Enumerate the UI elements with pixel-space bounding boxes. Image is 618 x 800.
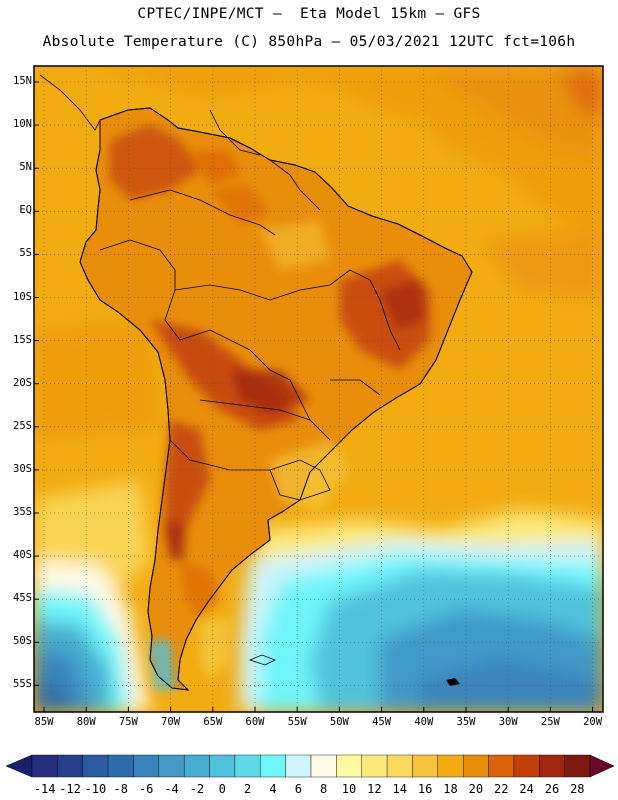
lat-label: 35S: [13, 506, 32, 518]
colorbar-tick-label: -12: [59, 782, 81, 796]
colorbar-tick-label: 12: [367, 782, 382, 796]
central-america-coast: [39, 74, 101, 131]
colorbar-swatch: [234, 754, 261, 778]
colorbar-tick-label: 10: [341, 782, 357, 796]
colorbar-swatch: [57, 754, 83, 778]
colorbar-swatch: [133, 754, 160, 778]
lon-label: 80W: [76, 716, 96, 728]
colorbar-swatch: [336, 754, 362, 778]
colorbar-swatch: [361, 754, 388, 778]
colorbar: [5, 754, 615, 778]
colorbar-swatch: [564, 754, 591, 778]
colorbar-swatch: [285, 754, 312, 778]
colorbar-tick-label: 0: [218, 782, 226, 796]
colorbar-swatch: [260, 754, 286, 778]
lon-label: 25W: [540, 716, 560, 728]
colorbar-over-arrow: [589, 754, 615, 778]
colorbar-swatch: [183, 754, 210, 778]
map-frame: [33, 65, 604, 713]
colorbar-swatch: [412, 754, 439, 778]
colorbar-swatch: [310, 754, 337, 778]
colorbar-swatch: [462, 754, 489, 778]
colorbar-swatch: [513, 754, 540, 778]
lon-label: 75W: [118, 716, 138, 728]
colorbar-tick-label: 26: [544, 782, 560, 796]
lat-label: 25S: [13, 419, 32, 432]
lat-label: 55S: [13, 678, 32, 691]
lon-label: 50W: [329, 716, 349, 728]
colorbar-swatch: [488, 754, 515, 778]
colorbar-tick-label: 2: [243, 782, 252, 796]
lon-label: 65W: [203, 716, 223, 728]
colorbar-swatch: [31, 754, 58, 778]
colorbar-tick-label: -8: [113, 782, 128, 796]
lat-label: 30S: [13, 462, 32, 475]
lat-label: 50S: [13, 635, 32, 648]
map-title-line1: CPTEC/INPE/MCT – Eta Model 15km – GFS: [137, 6, 481, 22]
lon-label: 30W: [498, 716, 518, 728]
lat-label: 15S: [13, 333, 32, 346]
lon-label: 60W: [245, 716, 265, 728]
south-georgia-island: [446, 678, 460, 686]
colorbar-swatch: [386, 754, 413, 778]
colorbar-tick-label: 16: [417, 782, 433, 796]
lat-label: EQ: [19, 204, 32, 217]
lat-label: 5N: [19, 161, 32, 174]
axis-ticks: [34, 81, 594, 712]
lat-label: 15N: [13, 75, 32, 87]
lat-label: 40S: [13, 549, 32, 562]
map-title-line2: Absolute Temperature (C) 850hPa – 05/03/…: [42, 34, 576, 50]
colorbar-swatch: [437, 754, 464, 778]
colorbar-swatch: [107, 754, 134, 778]
colorbar-tick-label: 4: [269, 782, 277, 796]
colorbar-tick-label: 8: [320, 782, 328, 796]
lon-label: 55W: [287, 716, 307, 728]
lon-label: 40W: [414, 716, 434, 728]
colorbar-tick-label: 22: [493, 782, 509, 796]
colorbar-tick-label: 24: [519, 782, 534, 796]
graticule: [34, 66, 603, 712]
colorbar-swatch: [82, 754, 109, 778]
colorbar-swatch: [158, 754, 185, 778]
lon-label: 20W: [583, 716, 603, 728]
colorbar-tick-label: 6: [294, 782, 302, 796]
falkland-islands: [248, 654, 276, 666]
colorbar-swatch: [209, 754, 236, 778]
colorbar-tick-label: -4: [164, 782, 179, 796]
colorbar-tick-label: 18: [443, 782, 458, 796]
colorbar-under-arrow: [5, 754, 33, 778]
coastline: [79, 107, 473, 691]
colorbar-tick-label: -14: [33, 782, 56, 796]
colorbar-tick-label: -10: [84, 782, 107, 796]
colorbar-tick-label: -6: [138, 782, 154, 796]
lon-label: 35W: [456, 716, 476, 728]
lat-label: 45S: [13, 592, 32, 605]
colorbar-tick-label: 20: [468, 782, 484, 796]
colorbar-tick-label: -2: [189, 782, 205, 796]
lon-label: 85W: [34, 716, 54, 728]
lat-label: 10N: [13, 118, 32, 131]
lon-label: 45W: [372, 716, 392, 728]
colorbar-tick-label: 14: [392, 782, 407, 796]
lat-label: 5S: [19, 247, 32, 260]
country-borders: [99, 109, 401, 501]
colorbar-swatch: [539, 754, 565, 778]
lat-label: 20S: [13, 376, 32, 389]
lon-label: 70W: [161, 716, 181, 728]
colorbar-tick-label: 28: [570, 782, 585, 796]
lat-label: 10S: [13, 290, 32, 303]
